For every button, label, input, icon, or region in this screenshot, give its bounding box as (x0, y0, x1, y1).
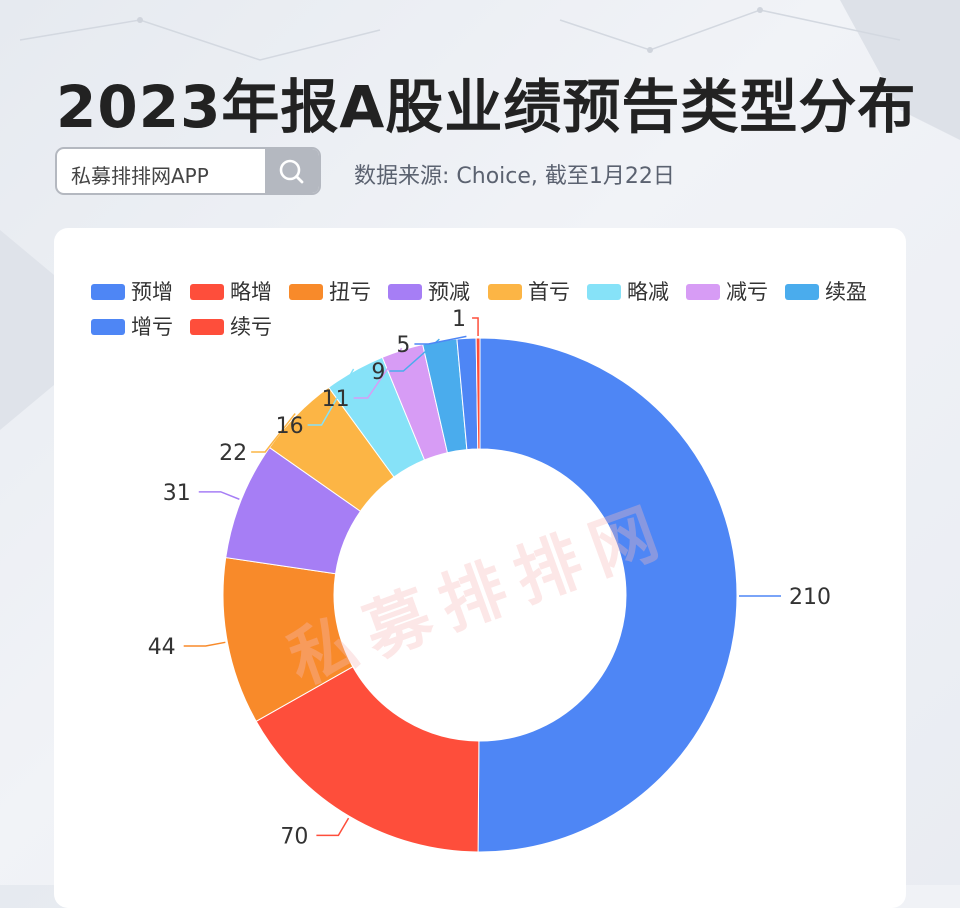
leader-line (316, 818, 348, 835)
data-label-扭亏: 44 (148, 635, 176, 660)
data-label-首亏: 22 (219, 441, 247, 466)
data-label-增亏: 5 (396, 333, 410, 358)
data-label-略增: 70 (280, 824, 308, 849)
data-label-预增: 210 (789, 585, 831, 610)
leader-line (199, 492, 240, 499)
data-label-续盈: 9 (371, 360, 385, 385)
data-label-续亏: 1 (452, 307, 466, 332)
leader-line (472, 318, 478, 336)
data-label-预减: 31 (163, 481, 191, 506)
data-label-略减: 16 (276, 414, 304, 439)
data-label-减亏: 11 (322, 387, 350, 412)
leader-line (184, 642, 226, 646)
